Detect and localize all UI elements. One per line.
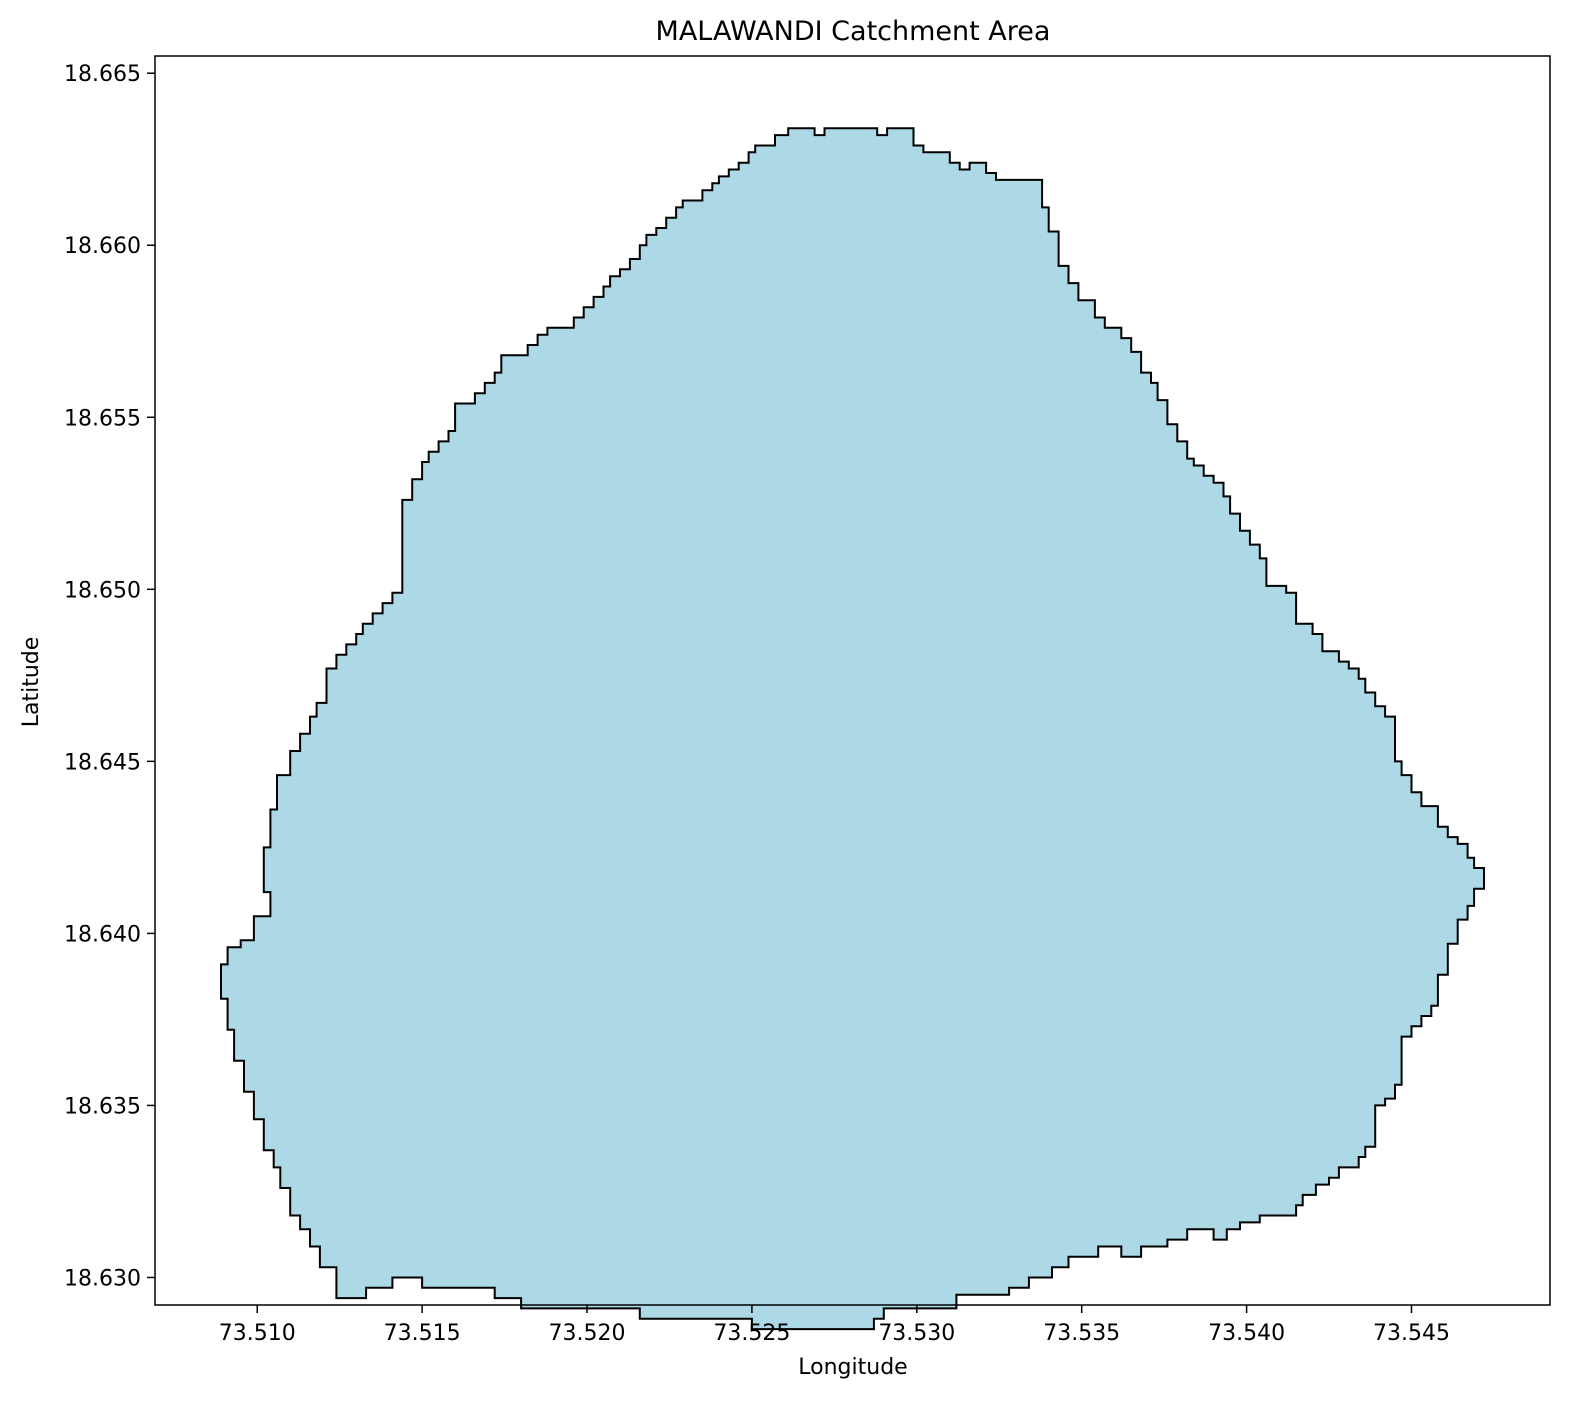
y-tick-label: 18.660 bbox=[64, 234, 141, 259]
y-tick-label: 18.655 bbox=[64, 406, 141, 431]
y-tick-label: 18.665 bbox=[64, 62, 141, 87]
x-tick-label: 73.530 bbox=[878, 1321, 955, 1346]
y-axis-label: Latitude bbox=[19, 637, 44, 728]
x-tick-label: 73.525 bbox=[713, 1321, 790, 1346]
catchment-polygon bbox=[220, 127, 1485, 1331]
x-tick-label: 73.545 bbox=[1373, 1321, 1450, 1346]
x-tick-label: 73.535 bbox=[1043, 1321, 1120, 1346]
y-tick-label: 18.645 bbox=[64, 750, 141, 775]
y-tick-label: 18.630 bbox=[64, 1266, 141, 1291]
x-tick-label: 73.515 bbox=[384, 1321, 461, 1346]
chart-title: MALAWANDI Catchment Area bbox=[656, 16, 1051, 47]
x-tick-label: 73.510 bbox=[219, 1321, 296, 1346]
x-axis: 73.510 73.515 73.520 73.525 73.530 73.535 73.5… bbox=[219, 1305, 1450, 1346]
x-tick-label: 73.540 bbox=[1208, 1321, 1285, 1346]
y-tick-label: 18.635 bbox=[64, 1094, 141, 1119]
x-axis-label: Longitude bbox=[798, 1355, 907, 1380]
y-tick-label: 18.640 bbox=[64, 922, 141, 947]
y-axis: 18.630 18.635 18.640 18.645 18.650 18.655 18.6… bbox=[64, 62, 155, 1291]
y-tick-label: 18.650 bbox=[64, 578, 141, 603]
x-tick-label: 73.520 bbox=[549, 1321, 626, 1346]
plot-frame bbox=[154, 55, 1551, 1306]
